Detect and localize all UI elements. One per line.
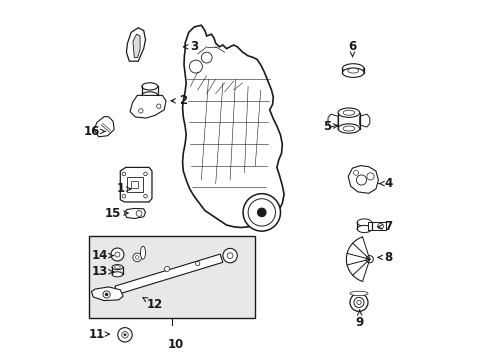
Bar bbox=[126, 177, 142, 192]
Circle shape bbox=[122, 194, 125, 198]
Circle shape bbox=[356, 300, 361, 305]
Circle shape bbox=[353, 170, 358, 175]
Text: 7: 7 bbox=[377, 220, 392, 233]
Polygon shape bbox=[126, 28, 145, 61]
Text: 11: 11 bbox=[89, 328, 109, 341]
Text: 16: 16 bbox=[83, 125, 105, 138]
Ellipse shape bbox=[342, 64, 363, 73]
Polygon shape bbox=[124, 208, 145, 219]
Bar bbox=[131, 181, 138, 188]
Ellipse shape bbox=[356, 225, 371, 233]
Text: 6: 6 bbox=[347, 40, 356, 57]
Polygon shape bbox=[94, 117, 114, 137]
Ellipse shape bbox=[356, 219, 371, 226]
Circle shape bbox=[201, 52, 212, 63]
Ellipse shape bbox=[337, 108, 359, 117]
Circle shape bbox=[115, 252, 120, 257]
Circle shape bbox=[143, 194, 147, 198]
Circle shape bbox=[139, 109, 142, 113]
Bar bbox=[367, 222, 385, 230]
Circle shape bbox=[366, 173, 373, 180]
Circle shape bbox=[223, 248, 237, 263]
Text: 15: 15 bbox=[105, 207, 128, 220]
Ellipse shape bbox=[343, 126, 354, 131]
Circle shape bbox=[123, 334, 126, 336]
Circle shape bbox=[105, 293, 108, 296]
Circle shape bbox=[135, 256, 139, 259]
Circle shape bbox=[122, 332, 128, 338]
Circle shape bbox=[349, 293, 367, 311]
Text: 5: 5 bbox=[323, 120, 337, 132]
Text: 4: 4 bbox=[378, 177, 392, 190]
Text: 1: 1 bbox=[116, 183, 130, 195]
Text: 8: 8 bbox=[377, 251, 392, 264]
Circle shape bbox=[377, 223, 383, 229]
Circle shape bbox=[356, 175, 366, 185]
Polygon shape bbox=[359, 114, 369, 127]
Ellipse shape bbox=[114, 266, 120, 269]
Circle shape bbox=[143, 172, 147, 176]
Ellipse shape bbox=[142, 92, 158, 99]
Ellipse shape bbox=[337, 124, 359, 133]
Circle shape bbox=[227, 253, 232, 258]
Text: 14: 14 bbox=[91, 249, 113, 262]
Polygon shape bbox=[133, 34, 140, 58]
Text: 9: 9 bbox=[355, 310, 363, 329]
Circle shape bbox=[243, 194, 280, 231]
Polygon shape bbox=[182, 25, 284, 228]
Text: 13: 13 bbox=[91, 265, 113, 278]
Polygon shape bbox=[130, 95, 166, 118]
Circle shape bbox=[353, 297, 363, 307]
Polygon shape bbox=[347, 166, 378, 193]
Circle shape bbox=[111, 248, 123, 261]
Text: 3: 3 bbox=[183, 40, 198, 53]
Circle shape bbox=[164, 266, 169, 271]
Ellipse shape bbox=[112, 272, 122, 277]
Circle shape bbox=[247, 199, 275, 226]
Circle shape bbox=[136, 211, 142, 216]
Text: 10: 10 bbox=[168, 338, 184, 351]
Ellipse shape bbox=[343, 110, 354, 115]
Bar bbox=[89, 236, 255, 318]
Circle shape bbox=[257, 208, 265, 217]
Polygon shape bbox=[115, 254, 223, 294]
Polygon shape bbox=[91, 287, 123, 301]
Circle shape bbox=[103, 291, 110, 298]
Ellipse shape bbox=[349, 291, 367, 296]
Circle shape bbox=[189, 60, 202, 73]
Circle shape bbox=[195, 261, 200, 266]
Ellipse shape bbox=[342, 68, 363, 77]
Circle shape bbox=[118, 328, 132, 342]
Text: 12: 12 bbox=[142, 298, 163, 311]
Ellipse shape bbox=[112, 265, 122, 270]
Circle shape bbox=[366, 256, 373, 263]
Ellipse shape bbox=[140, 246, 145, 259]
Circle shape bbox=[133, 253, 141, 262]
Circle shape bbox=[122, 172, 125, 176]
Circle shape bbox=[156, 104, 161, 108]
Ellipse shape bbox=[347, 68, 358, 73]
Polygon shape bbox=[120, 167, 152, 202]
Ellipse shape bbox=[142, 83, 158, 90]
Polygon shape bbox=[327, 114, 337, 127]
Text: 2: 2 bbox=[171, 94, 187, 107]
